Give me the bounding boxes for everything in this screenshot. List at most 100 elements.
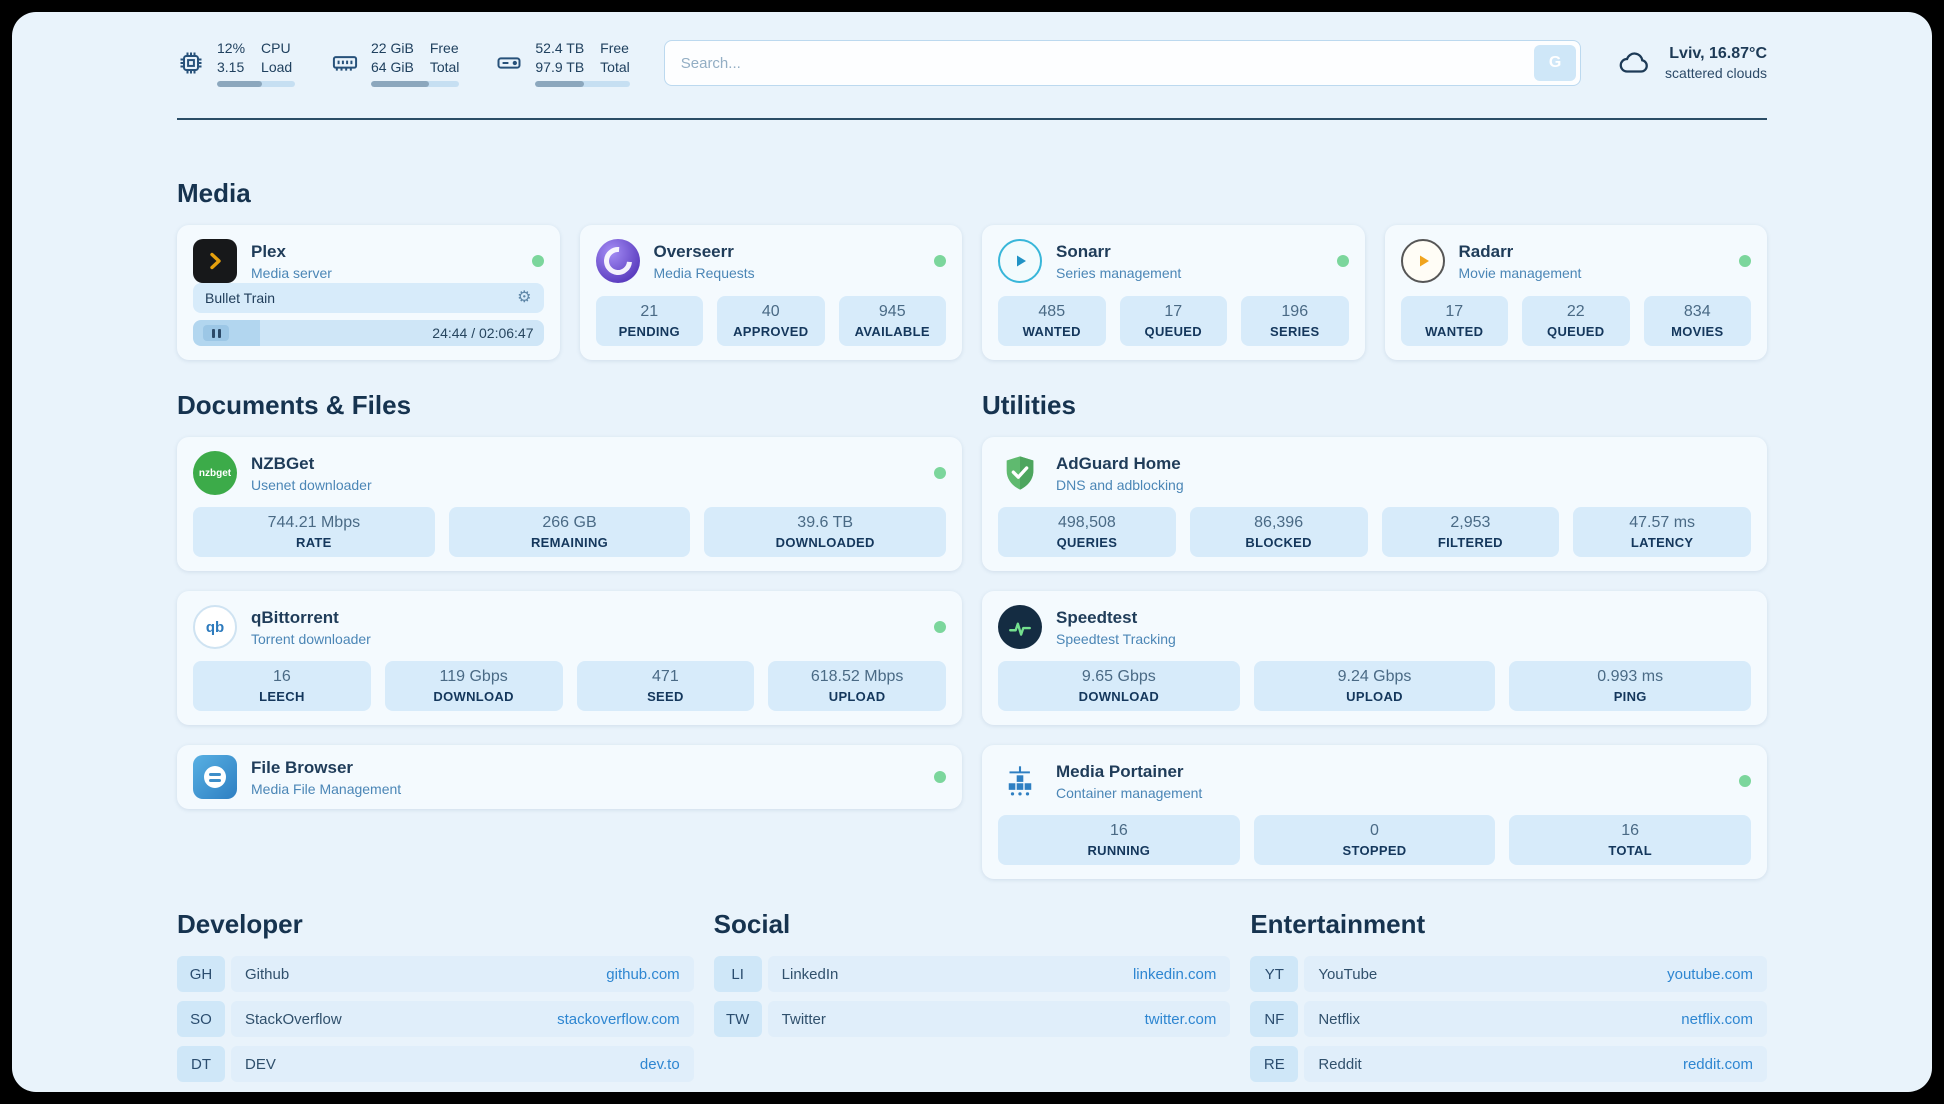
app-radarr[interactable]: Radarr Movie management [1400,239,1751,283]
stat-label: DOWNLOAD [1078,689,1160,704]
stat-label: QUEUED [1144,324,1202,339]
app-nzbget[interactable]: nzbget NZBGet Usenet downloader [193,451,946,495]
stat-label: UPLOAD [1346,689,1403,704]
bookmark-group-developer: Developer GH Github github.com SO [177,909,694,1082]
portainer-icon [998,759,1042,803]
gear-icon[interactable]: ⚙ [517,289,532,306]
card-qbittorrent: qb qBittorrent Torrent downloader 16 [177,591,962,725]
stat-label: UPLOAD [828,689,886,704]
bookmark-netflix[interactable]: NF Netflix netflix.com [1250,1001,1767,1037]
bookmark-youtube[interactable]: YT YouTube youtube.com [1250,956,1767,992]
cpu-label: CPU [261,40,291,57]
stat-tile: 744.21 Mbps RATE [193,507,435,557]
stat-value: 196 [1281,303,1309,320]
app-speedtest[interactable]: Speedtest Speedtest Tracking [998,605,1751,649]
stat-label: TOTAL [1608,843,1652,858]
stat-value: 17 [1445,303,1464,320]
card-plex: Plex Media server Bullet Train ⚙ 24:44 /… [177,225,560,360]
bookmark-url: stackoverflow.com [557,1010,680,1028]
stat-value: 17 [1164,303,1183,320]
bookmark-twitter[interactable]: TW Twitter twitter.com [713,1001,1231,1037]
app-title: AdGuard Home [1056,453,1181,473]
stat-tile: 9.65 Gbps DOWNLOAD [998,661,1240,711]
radarr-icon [1400,239,1445,283]
bookmark-name: LinkedIn [781,965,839,983]
stat-label: MOVIES [1671,324,1724,339]
bookmark-github[interactable]: GH Github github.com [177,956,694,992]
stat-value: 744.21 Mbps [267,514,361,531]
search-provider-button[interactable]: G [1534,45,1577,81]
ram-progressbar [371,80,460,87]
cpu-widget: 12% 3.15 CPU Load [177,39,295,87]
bookmark-abbr: DT [177,1046,225,1082]
bookmark-dev[interactable]: DT DEV dev.to [177,1046,694,1082]
status-online-dot [934,621,946,633]
ram-total-label: Total [429,58,460,75]
app-portainer[interactable]: Media Portainer Container management [998,759,1751,803]
stat-tile: 471 SEED [576,661,755,711]
dashboard-page: 12% 3.15 CPU Load [12,12,1932,1092]
app-subtitle: Media Requests [653,264,755,281]
weather-condition: scattered clouds [1665,65,1767,81]
bookmark-stackoverflow[interactable]: SO StackOverflow stackoverflow.com [177,1001,694,1037]
cpu-progressbar [217,80,295,87]
stat-value: 618.52 Mbps [810,668,904,685]
card-nzbget: nzbget NZBGet Usenet downloader 744.21 M… [177,437,962,571]
app-filebrowser[interactable]: File Browser Media File Management [193,755,946,799]
stat-label: AVAILABLE [854,324,930,339]
stat-label: QUEUED [1547,324,1605,339]
bookmark-name: DEV [245,1055,276,1073]
ram-free-value: 22 GiB [371,40,414,57]
pause-button[interactable] [203,325,229,341]
app-plex[interactable]: Plex Media server [193,239,544,283]
stat-tile: 618.52 Mbps UPLOAD [768,661,946,711]
status-online-dot [934,467,946,479]
topbar-divider [177,118,1767,120]
app-qbittorrent[interactable]: qb qBittorrent Torrent downloader [193,605,946,649]
section-columns: Documents & Files nzbget NZBGet Usenet d… [177,390,1767,879]
stat-label: DOWNLOAD [433,689,514,704]
playback-time: 24:44 / 02:06:47 [432,325,534,341]
status-online-dot [934,255,946,267]
bookmark-reddit[interactable]: RE Reddit reddit.com [1250,1046,1767,1082]
stat-label: WANTED [1022,324,1081,339]
disk-progressbar [535,80,630,87]
stat-tile: 266 GB REMAINING [448,507,691,557]
top-bar: 12% 3.15 CPU Load [177,34,1767,92]
stat-label: RATE [296,535,332,550]
playback-progressbar: 24:44 / 02:06:47 [193,320,544,346]
stat-tile: 17 QUEUED [1119,296,1227,346]
bookmark-linkedin[interactable]: LI LinkedIn linkedin.com [713,956,1231,992]
stat-value: 0 [1370,822,1379,839]
app-overseerr[interactable]: Overseerr Media Requests [595,239,946,283]
bookmark-heading-social: Social [713,909,791,939]
app-sonarr[interactable]: Sonarr Series management [998,239,1349,283]
stat-tile: 498,508 QUERIES [998,507,1176,557]
disk-total-label: Total [600,58,630,75]
bookmark-url: github.com [606,965,680,983]
app-title: Radarr [1458,241,1514,261]
stat-tile: 196 SERIES [1241,296,1349,346]
stat-value: 40 [761,303,780,320]
stat-tile: 22 QUEUED [1522,296,1630,346]
search-input[interactable] [663,40,1582,86]
app-subtitle: Usenet downloader [251,476,372,493]
app-adguard[interactable]: AdGuard Home DNS and adblocking [998,451,1751,495]
stat-label: SERIES [1270,324,1320,339]
stat-tile: 16 TOTAL [1509,815,1752,865]
stat-value: 266 GB [542,514,597,531]
bookmark-abbr: TW [713,1001,762,1037]
stat-label: APPROVED [733,324,809,339]
stat-tile: 2,953 FILTERED [1381,507,1560,557]
stat-tile: 485 WANTED [998,296,1106,346]
column-utilities: Utilities AdGuard Home DNS and adblockin… [982,390,1767,879]
card-overseerr: Overseerr Media Requests 21 PENDING 40 A… [579,225,962,360]
ram-widget: 22 GiB 64 GiB Free Total [331,39,460,87]
stat-value: 47.57 ms [1629,514,1696,531]
bookmark-url: twitter.com [1144,1010,1217,1028]
stat-label: WANTED [1425,324,1484,339]
card-adguard: AdGuard Home DNS and adblocking 498,508 … [982,437,1767,571]
app-subtitle: Speedtest Tracking [1056,630,1176,647]
status-online-dot [934,771,946,783]
weather-widget: Lviv, 16.87°C scattered clouds [1615,45,1767,81]
